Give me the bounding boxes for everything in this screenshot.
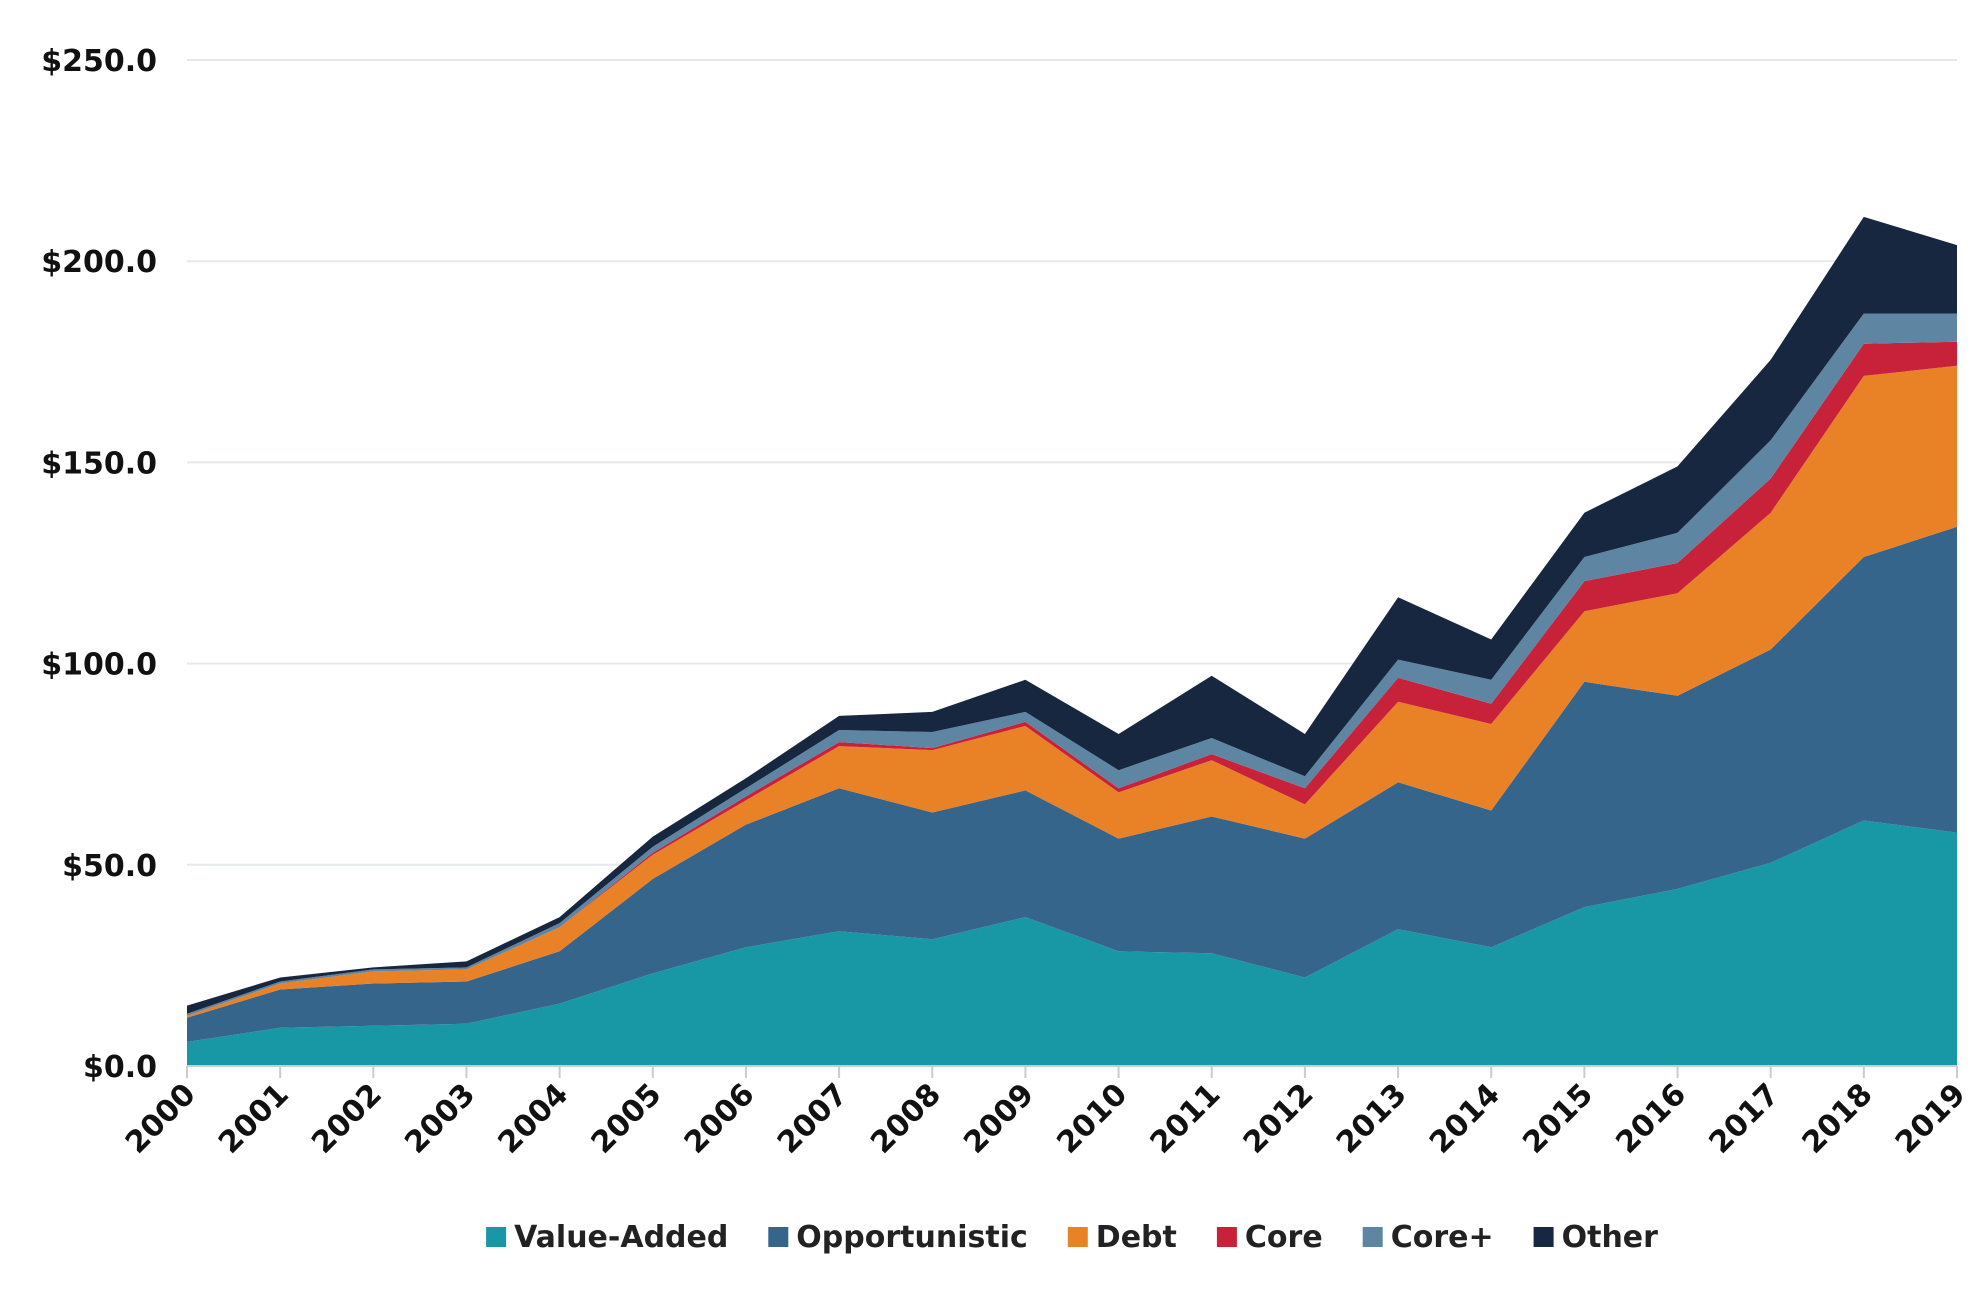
x-tick-label: 2013 <box>1330 1077 1414 1161</box>
legend: Value-Added Opportunistic Debt Core Core+ Oth… <box>486 1220 1658 1255</box>
x-tick-label: 2011 <box>1144 1077 1228 1161</box>
x-tick-label: 2018 <box>1796 1077 1880 1161</box>
x-tick-label: 2000 <box>119 1077 203 1161</box>
x-tick-label: 2006 <box>678 1077 762 1161</box>
legend-item: Opportunistic <box>768 1220 1028 1255</box>
legend-swatch <box>768 1227 789 1247</box>
y-tick-label: $200.0 <box>41 245 157 280</box>
legend-swatch <box>1362 1227 1383 1247</box>
area-opportunistic <box>187 526 1957 1042</box>
legend-label: Other <box>1562 1220 1659 1255</box>
legend-item: Value-Added <box>486 1220 728 1255</box>
x-tick-label: 2019 <box>1889 1077 1973 1161</box>
x-tick-label: 2003 <box>398 1077 482 1161</box>
x-tick-label: 2016 <box>1609 1077 1693 1161</box>
x-tick-label: 2012 <box>1237 1077 1321 1161</box>
area-value-added <box>187 820 1957 1066</box>
legend-label: Value-Added <box>514 1220 728 1255</box>
area-series <box>187 216 1957 1066</box>
legend-swatch <box>1216 1227 1237 1247</box>
y-tick-label: $0.0 <box>83 1050 157 1085</box>
x-tick-label: 2009 <box>957 1077 1041 1161</box>
legend-swatch <box>1067 1227 1088 1247</box>
legend-label: Core <box>1245 1220 1323 1255</box>
x-tick-label: 2007 <box>771 1077 855 1161</box>
x-tick-label: 2008 <box>864 1077 948 1161</box>
y-tick-label: $250.0 <box>41 44 157 79</box>
legend-item: Other <box>1533 1220 1659 1255</box>
y-axis: $0.0 $50.0 $100.0 $150.0 $200.0 $250.0 <box>41 44 157 1085</box>
x-tick-label: 2004 <box>491 1077 575 1161</box>
x-tick-label: 2015 <box>1516 1077 1600 1161</box>
legend-item: Debt <box>1067 1220 1177 1255</box>
legend-item: Core+ <box>1362 1220 1494 1255</box>
legend-label: Opportunistic <box>796 1220 1027 1255</box>
x-tick-label: 2002 <box>305 1077 389 1161</box>
legend-swatch <box>1533 1227 1554 1247</box>
y-tick-label: $100.0 <box>41 648 157 683</box>
x-tick-label: 2017 <box>1703 1077 1787 1161</box>
x-tick-label: 2014 <box>1423 1077 1507 1161</box>
legend-swatch <box>486 1227 507 1247</box>
legend-item: Core <box>1216 1220 1323 1255</box>
legend-label: Core+ <box>1391 1220 1494 1255</box>
y-tick-label: $50.0 <box>62 849 157 884</box>
x-axis: 2000 2001 2002 2003 2004 2005 2006 2007 2008 2009… <box>119 1065 1973 1161</box>
legend-label: Debt <box>1096 1220 1177 1255</box>
x-tick-label: 2001 <box>212 1077 296 1161</box>
x-tick-label: 2005 <box>585 1077 669 1161</box>
y-tick-label: $150.0 <box>41 446 157 481</box>
x-tick-label: 2010 <box>1050 1077 1134 1161</box>
